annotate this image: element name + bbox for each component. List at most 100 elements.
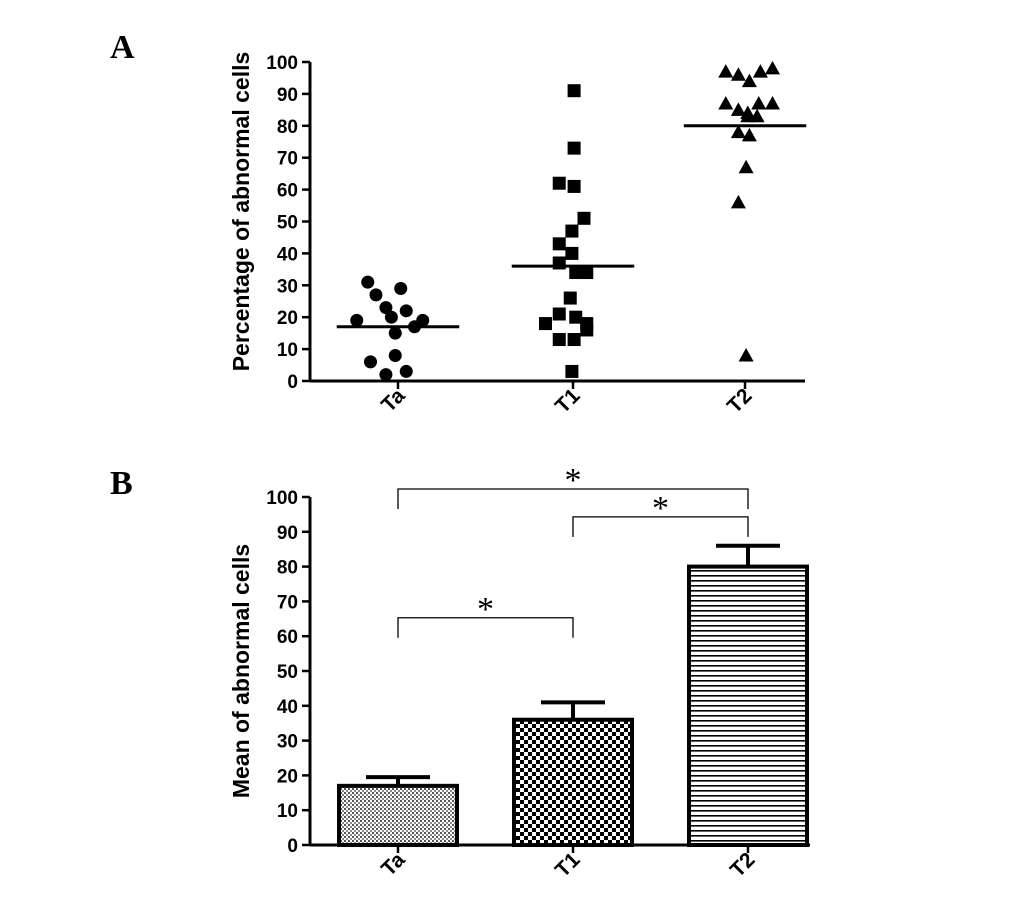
scatter-point	[741, 127, 757, 142]
scatter-point	[751, 95, 767, 110]
scatter-x-tick-label-t1: T1	[551, 384, 585, 418]
scatter-point	[567, 84, 581, 98]
scatter-y-tick-label: 0	[287, 372, 298, 393]
bar-y-axis-title: Mean of abnormal cells	[228, 544, 254, 798]
scatter-point	[569, 310, 583, 324]
scatter-point	[350, 313, 364, 327]
panel-b-label: B	[110, 465, 133, 502]
scatter-point	[565, 224, 579, 238]
scatter-marks	[336, 60, 807, 382]
scatter-plot: 0 10 20 30 40 50 60 70 80 90 100 Ta T1 T2 Percentage o…	[228, 52, 807, 418]
scatter-point	[741, 73, 757, 88]
scatter-point	[752, 64, 768, 78]
scatter-point	[394, 281, 408, 295]
significance-bracket-t1-t2: *	[572, 490, 749, 537]
scatter-point	[552, 176, 566, 190]
scatter-point	[565, 364, 579, 378]
scatter-point	[384, 310, 398, 324]
scatter-point	[361, 275, 375, 289]
scatter-point	[765, 95, 780, 110]
bar-x-tick-label-ta: Ta	[377, 848, 410, 881]
scatter-group-t1	[511, 84, 635, 378]
scatter-point	[730, 124, 746, 139]
scatter-y-tick-label: 30	[277, 276, 298, 297]
scatter-point	[552, 333, 566, 347]
scatter-point	[738, 159, 754, 174]
scatter-group-ta	[336, 275, 460, 382]
bar-x-tick-label-t2: T2	[726, 848, 760, 882]
significance-bracket-line	[572, 516, 749, 537]
scatter-axes: 0 10 20 30 40 50 60 70 80 90 100 Ta T1 T2 Percentage o…	[228, 52, 805, 418]
scatter-point	[580, 266, 594, 280]
scatter-point	[730, 194, 746, 209]
significance-star: *	[565, 462, 582, 499]
scatter-point	[730, 67, 746, 81]
significance-star: *	[477, 591, 494, 628]
scatter-point	[552, 237, 566, 251]
bar-y-tick-label: 80	[277, 558, 298, 579]
bar-y-tick-label: 100	[266, 488, 298, 509]
bar-y-tick-label: 50	[277, 662, 298, 683]
scatter-point	[749, 108, 765, 123]
bar-t1	[512, 717, 634, 847]
scatter-point	[364, 355, 377, 369]
bar-x-tick-label-t1: T1	[551, 848, 585, 882]
significance-bracket-line	[397, 488, 749, 509]
bar-y-tick-label: 20	[277, 766, 298, 787]
scatter-x-tick-label-t2: T2	[723, 384, 757, 418]
scatter-y-tick-label: 80	[277, 117, 298, 138]
scatter-point	[569, 266, 583, 280]
scatter-point	[379, 301, 393, 315]
scatter-point	[718, 95, 734, 110]
bar-y-tick-label: 60	[277, 627, 298, 648]
scatter-point	[730, 102, 746, 116]
scatter-point	[399, 364, 413, 378]
significance-bracket-ta-t2: *	[397, 462, 749, 509]
scatter-y-tick-label: 40	[277, 244, 298, 265]
scatter-point	[408, 320, 421, 334]
bar-chart: 0 10 20 30 40 50 60 70 80 90 100 Ta T1 T2 Mean of abno…	[228, 462, 810, 882]
significance-star: *	[652, 490, 669, 527]
scatter-point	[388, 348, 402, 362]
bar-y-tick-label: 40	[277, 697, 298, 718]
scatter-y-tick-label: 60	[277, 181, 298, 202]
scatter-point	[567, 333, 581, 347]
scatter-point	[563, 291, 577, 305]
scatter-x-tick-label-ta: Ta	[377, 384, 410, 417]
scatter-point	[552, 307, 566, 321]
scatter-point	[552, 256, 566, 270]
bar-t2	[687, 564, 809, 847]
scatter-point	[369, 288, 383, 302]
scatter-point	[539, 317, 552, 331]
bar-y-tick-label: 30	[277, 732, 298, 753]
scatter-y-tick-label: 90	[277, 85, 298, 106]
panel-a-label: A	[110, 29, 135, 66]
scatter-point	[388, 326, 402, 340]
bar-y-tick-label: 10	[277, 801, 298, 822]
scatter-point	[738, 347, 754, 362]
scatter-point	[379, 368, 393, 382]
scatter-point	[718, 64, 734, 78]
scatter-point	[567, 141, 581, 155]
scatter-y-tick-label: 100	[266, 53, 298, 74]
scatter-y-axis-title: Percentage of abnormal cells	[228, 52, 254, 372]
significance-bracket-line	[397, 617, 574, 638]
scatter-point	[765, 60, 780, 75]
bar-ta	[337, 783, 459, 848]
significance-bracket-ta-t1: *	[397, 591, 574, 638]
scatter-y-tick-label: 20	[277, 308, 298, 329]
scatter-group-t2	[683, 60, 807, 362]
scatter-point	[580, 323, 594, 337]
scatter-y-tick-label: 50	[277, 213, 298, 234]
bar-y-tick-label: 90	[277, 523, 298, 544]
scatter-y-tick-label: 10	[277, 340, 298, 361]
scatter-point	[565, 246, 579, 260]
bar-marks: * * *	[337, 462, 809, 848]
scatter-y-tick-label: 70	[277, 149, 298, 170]
bar-y-tick-label: 70	[277, 592, 298, 613]
scatter-point	[567, 179, 581, 193]
scatter-point	[399, 304, 413, 318]
bar-y-tick-label: 0	[287, 836, 298, 857]
scatter-point	[577, 211, 591, 225]
